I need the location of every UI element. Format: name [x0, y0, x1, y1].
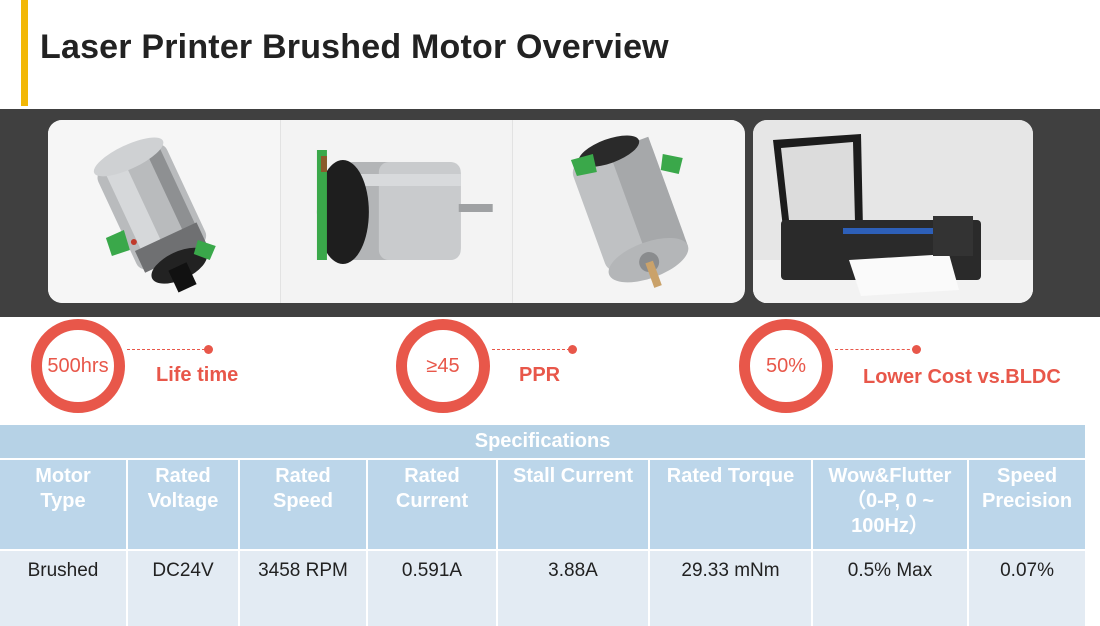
col-wow-flutter: Wow&Flutter （0-P, 0 ~ 100Hz）	[813, 460, 969, 551]
motor-side-photo	[279, 120, 513, 303]
stat-cost: 50% Lower Cost vs.BLDC	[738, 318, 1083, 414]
col-speed-precision-line1: Speed	[997, 465, 1058, 487]
col-motor-type-line2: Type	[40, 490, 86, 512]
col-speed-precision-line2: Precision	[982, 490, 1073, 512]
ppr-ring: ≥45	[395, 318, 491, 414]
lifetime-leader-line	[127, 349, 205, 350]
page-title: Laser Printer Brushed Motor Overview	[40, 28, 669, 66]
col-speed-precision: Speed Precision	[969, 460, 1086, 551]
col-rated-speed-line2: Speed	[272, 490, 334, 512]
col-rated-speed: Rated Speed	[240, 460, 368, 551]
col-wow-flutter-line2: （0-P, 0 ~	[845, 490, 935, 512]
cell-rated-speed: 3458 RPM	[240, 551, 368, 626]
cell-rated-current: 0.591A	[368, 551, 498, 626]
col-rated-torque-line1: Rated Torque	[666, 465, 795, 487]
specifications-table: Specifications Motor Type Rated Voltage Ra…	[0, 425, 1086, 626]
lifetime-leader-dot	[204, 345, 213, 354]
specifications-caption: Specifications	[0, 425, 1086, 460]
motor-end-photo	[512, 120, 745, 303]
cost-ring: 50%	[738, 318, 834, 414]
cost-leader-dot	[912, 345, 921, 354]
motor-gearbox-photo	[48, 120, 280, 303]
cost-label: Lower Cost vs.BLDC	[863, 366, 1061, 388]
col-stall-current-line1: Stall Current	[512, 465, 634, 487]
lifetime-label: Life time	[156, 364, 239, 386]
col-rated-torque: Rated Torque	[650, 460, 813, 551]
col-motor-type: Motor Type	[0, 460, 128, 551]
cell-rated-voltage: DC24V	[128, 551, 240, 626]
ppr-value: ≥45	[426, 354, 460, 377]
spec-header-row: Motor Type Rated Voltage Rated Speed Rated C…	[0, 460, 1086, 551]
col-rated-current: Rated Current	[368, 460, 498, 551]
stat-ppr: ≥45 PPR	[395, 318, 595, 414]
col-rated-current-line2: Current	[395, 490, 469, 512]
motor-photo-strip	[48, 120, 745, 303]
cell-motor-type: Brushed	[0, 551, 128, 626]
col-rated-current-line1: Rated	[404, 465, 460, 487]
ppr-leader-dot	[568, 345, 577, 354]
col-rated-voltage-line2: Voltage	[147, 490, 219, 512]
printer-photo	[753, 120, 1033, 303]
cell-speed-precision: 0.07%	[969, 551, 1086, 626]
lifetime-value: 500hrs	[47, 354, 109, 377]
col-motor-type-line1: Motor	[35, 465, 91, 487]
col-rated-speed-line1: Rated	[275, 465, 331, 487]
stat-lifetime: 500hrs Life time	[30, 318, 260, 414]
cell-stall-current: 3.88A	[498, 551, 650, 626]
cost-value: 50%	[765, 354, 807, 377]
col-rated-voltage: Rated Voltage	[128, 460, 240, 551]
lifetime-ring: 500hrs	[30, 318, 126, 414]
ppr-leader-line	[492, 349, 570, 350]
table-row: Brushed DC24V 3458 RPM 0.591A 3.88A 29.3…	[0, 551, 1086, 626]
cell-wow-flutter: 0.5% Max	[813, 551, 969, 626]
col-wow-flutter-line1: Wow&Flutter	[828, 465, 952, 487]
cell-rated-torque: 29.33 mNm	[650, 551, 813, 626]
ppr-label: PPR	[519, 364, 561, 386]
col-rated-voltage-line1: Rated	[155, 465, 211, 487]
col-wow-flutter-line3: 100Hz）	[851, 515, 929, 537]
col-stall-current: Stall Current	[498, 460, 650, 551]
cost-leader-line	[835, 349, 915, 350]
title-accent-bar	[21, 0, 28, 106]
